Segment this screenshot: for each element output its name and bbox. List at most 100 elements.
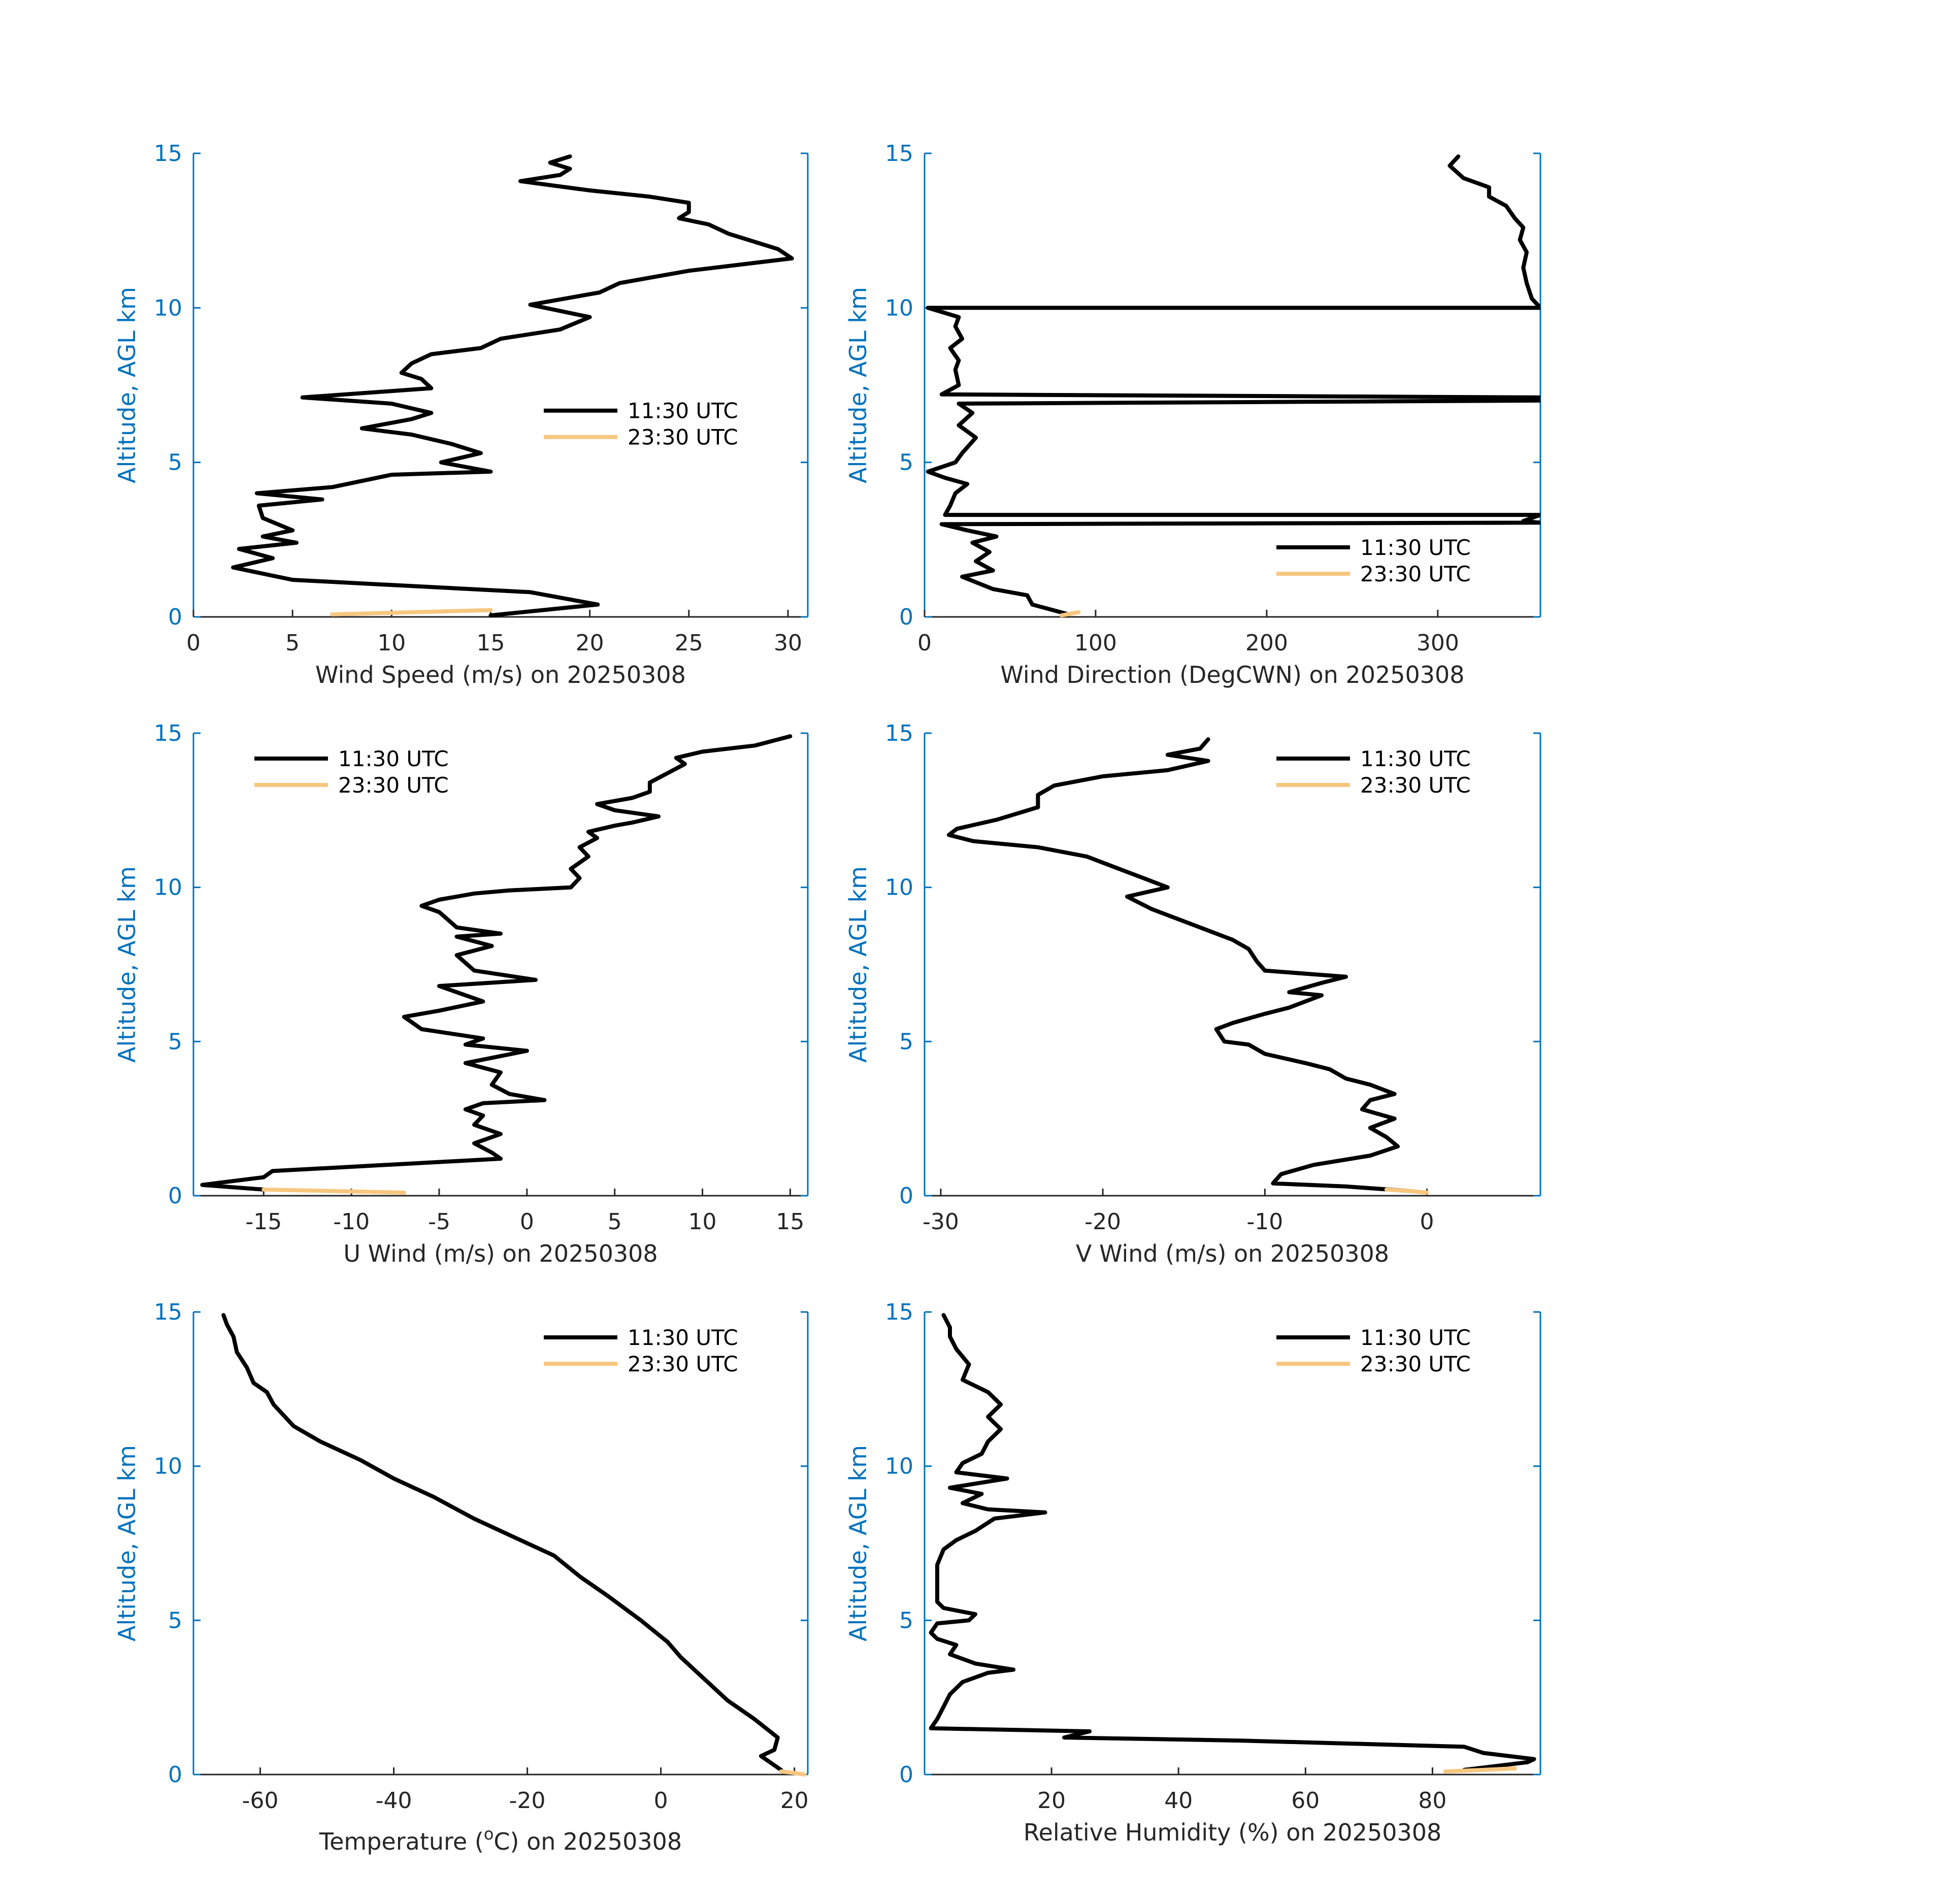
x-axis-label: Wind Speed (m/s) on 20250308 (315, 661, 686, 688)
x-axis-label: V Wind (m/s) on 20250308 (1076, 1240, 1389, 1267)
y-axis-label: Altitude, AGL km (113, 1445, 141, 1642)
y-tick-label: 10 (154, 295, 182, 321)
x-tick-label: -60 (242, 1788, 279, 1814)
x-tick-label: -15 (245, 1209, 282, 1235)
x-tick-label: 10 (688, 1209, 717, 1235)
y-tick-label: 5 (899, 450, 913, 476)
x-tick-label: 5 (608, 1209, 622, 1235)
series-line-2330 (779, 1769, 807, 1777)
panel-v-wind: 0 5 10 15 -30 -20 -10 0 Altitude, AGL km V Wind (… (844, 720, 1541, 1267)
x-tick-label: 0 (520, 1209, 534, 1235)
y-tick-label: 15 (154, 720, 182, 746)
x-tick-label: -10 (1246, 1209, 1283, 1235)
panel-relative-humidity: 0 5 10 15 20 40 60 80 Altitude, AGL km Relative H… (844, 1299, 1541, 1846)
series-line-1130 (200, 734, 793, 1192)
x-tick-label: 10 (377, 630, 406, 656)
x-axis-label: Temperature (oC) on 20250308 (319, 1824, 682, 1855)
y-tick-label: 15 (154, 141, 182, 167)
series-line-1130 (221, 1313, 783, 1772)
y-axis-label: Altitude, AGL km (844, 1445, 872, 1642)
x-axis-label: U Wind (m/s) on 20250308 (343, 1240, 657, 1267)
y-tick-label: 10 (885, 295, 913, 321)
series-line-1130 (929, 1313, 1536, 1772)
x-tick-label: 25 (675, 630, 703, 656)
x-axis-label: Wind Direction (DegCWN) on 20250308 (1000, 661, 1464, 688)
y-tick-label: 15 (885, 141, 913, 167)
y-axis-label: Altitude, AGL km (844, 866, 872, 1063)
legend-label: 23:30 UTC (1360, 1352, 1471, 1376)
panel-u-wind: 0 5 10 15 -15 -10 -5 0 5 10 15 Altitude, AGL km U Wi… (113, 720, 809, 1267)
x-tick-label: 0 (654, 1788, 668, 1814)
y-tick-label: 5 (168, 450, 182, 476)
legend-label: 11:30 UTC (338, 746, 449, 771)
series-line-2330 (330, 608, 493, 617)
y-axis-label: Altitude, AGL km (113, 287, 141, 483)
y-tick-label: 5 (168, 1029, 182, 1055)
x-tick-label: 200 (1245, 630, 1288, 656)
y-tick-label: 0 (168, 1183, 182, 1209)
x-tick-label: -40 (376, 1788, 412, 1814)
x-tick-label: 100 (1074, 630, 1117, 656)
x-tick-label: 300 (1417, 630, 1459, 656)
legend-label: 23:30 UTC (628, 1352, 738, 1376)
x-tick-label: 0 (917, 630, 932, 656)
series-line-1130 (231, 154, 794, 617)
legend-label: 11:30 UTC (628, 1325, 738, 1350)
y-tick-label: 0 (168, 1762, 182, 1788)
x-tick-label: 80 (1418, 1788, 1446, 1814)
x-tick-label: 20 (780, 1788, 809, 1814)
y-tick-label: 0 (899, 1183, 913, 1209)
series-line-1130 (946, 737, 1413, 1193)
x-tick-label: 0 (1420, 1209, 1434, 1235)
panel-temperature: 0 5 10 15 -60 -40 -20 0 20 Altitude, AGL km Temper… (113, 1299, 809, 1855)
x-tick-label: 0 (186, 630, 201, 656)
x-tick-label: 20 (576, 630, 604, 656)
x-tick-label: 15 (776, 1209, 804, 1235)
y-tick-label: 10 (154, 875, 182, 901)
y-tick-label: 15 (154, 1299, 182, 1325)
x-tick-label: -10 (333, 1209, 370, 1235)
y-axis-label: Altitude, AGL km (113, 866, 141, 1063)
y-tick-label: 10 (885, 875, 913, 901)
x-tick-label: 30 (774, 630, 802, 656)
legend-label: 23:30 UTC (628, 425, 738, 450)
y-tick-label: 5 (168, 1607, 182, 1633)
series-line-2330 (261, 1187, 406, 1195)
y-tick-label: 5 (899, 1607, 913, 1633)
y-tick-label: 10 (154, 1454, 182, 1480)
y-tick-label: 15 (885, 720, 913, 746)
series-line-2330 (1059, 610, 1081, 617)
series-line-2330 (1443, 1766, 1517, 1774)
series-line-2330 (1384, 1187, 1429, 1195)
y-tick-label: 15 (885, 1299, 913, 1325)
x-tick-label: 60 (1291, 1788, 1320, 1814)
y-tick-label: 0 (168, 604, 182, 630)
x-tick-label: 20 (1037, 1788, 1066, 1814)
legend-label: 11:30 UTC (1360, 535, 1471, 560)
x-tick-label: -20 (509, 1788, 546, 1814)
y-axis-label: Altitude, AGL km (844, 287, 872, 483)
x-tick-label: 40 (1164, 1788, 1193, 1814)
legend-label: 11:30 UTC (1360, 1325, 1471, 1350)
legend-label: 23:30 UTC (1360, 562, 1471, 586)
x-tick-label: 5 (285, 630, 300, 656)
x-tick-label: -30 (923, 1209, 959, 1235)
series-line-1130 (926, 154, 1540, 616)
legend-label: 23:30 UTC (338, 773, 449, 798)
x-axis-label: Relative Humidity (%) on 20250308 (1024, 1819, 1442, 1846)
x-tick-label: -20 (1084, 1209, 1121, 1235)
legend-label: 23:30 UTC (1360, 773, 1471, 798)
legend-label: 11:30 UTC (628, 399, 738, 423)
panel-wind-speed: 0 5 10 15 0 5 10 15 20 25 30 Altitude, AGL km Wind S… (113, 141, 809, 688)
y-tick-label: 10 (885, 1454, 913, 1480)
x-tick-label: 15 (476, 630, 505, 656)
legend-label: 11:30 UTC (1360, 746, 1471, 771)
y-tick-label: 0 (899, 604, 913, 630)
